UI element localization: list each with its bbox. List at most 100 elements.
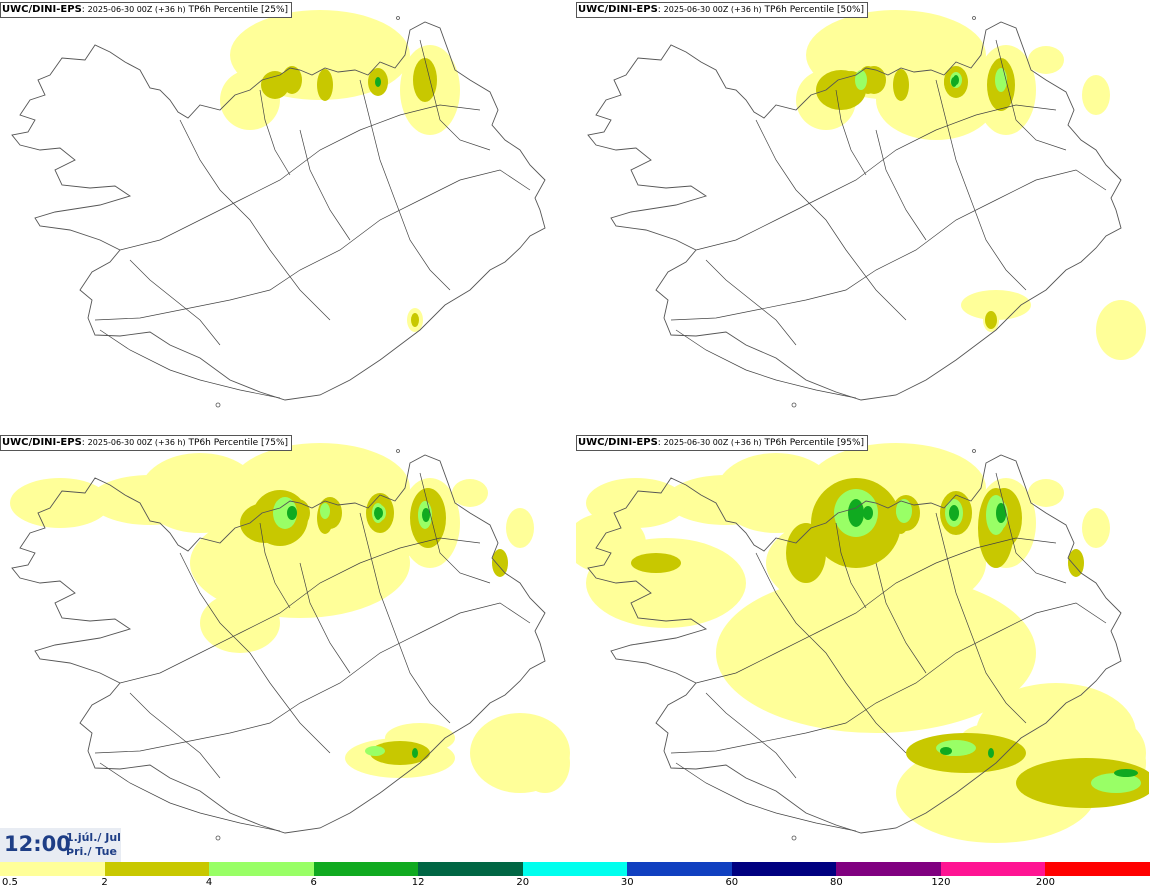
road-line [935, 79, 1027, 291]
legend-label: 12 [411, 877, 425, 888]
precip-area-level-2 [282, 66, 302, 94]
road-line [94, 602, 531, 754]
road-line [359, 512, 451, 724]
precip-area-level-3 [365, 746, 385, 756]
panel-title-p75: UWC/DINI-EPS: 2025-06-30 00Z (+36 h) TP6… [0, 435, 293, 451]
valid-date-line2: Þri./ Tue [66, 845, 117, 858]
road-line [705, 259, 797, 346]
road-line [179, 552, 331, 754]
road-line [129, 692, 221, 779]
map-canvas-p50 [576, 0, 1149, 428]
precip-area-level-4 [988, 748, 994, 758]
panel-title-p50: UWC/DINI-EPS: 2025-06-30 00Z (+36 h) TP6… [576, 2, 869, 18]
road-line [94, 169, 531, 321]
road-line [359, 79, 451, 291]
precip-area-level-4 [412, 748, 418, 758]
run-time: 2025-06-30 00Z (+36 h) [663, 5, 762, 14]
legend-label: 6 [310, 877, 317, 888]
panel-title-p25: UWC/DINI-EPS: 2025-06-30 00Z (+36 h) TP6… [0, 2, 293, 18]
precip-area-level-4 [374, 507, 382, 519]
legend-color-bar [0, 862, 1150, 876]
precip-area-level-1 [1028, 479, 1064, 507]
coastline [11, 21, 546, 401]
coastline [587, 454, 1122, 834]
model-name: UWC/DINI-EPS [578, 4, 658, 15]
coastline [11, 454, 546, 834]
map-canvas-p95 [576, 433, 1149, 861]
map-canvas-p75 [0, 433, 573, 861]
precip-area-level-2 [893, 69, 909, 101]
legend-label: 30 [620, 877, 634, 888]
road-line [119, 104, 481, 251]
map-panel-p25: UWC/DINI-EPS: 2025-06-30 00Z (+36 h) TP6… [0, 0, 573, 428]
road-line [875, 562, 927, 674]
road-line [419, 472, 491, 584]
legend-label: 20 [516, 877, 530, 888]
legend-swatch [418, 862, 523, 876]
precip-area-level-4 [422, 508, 430, 522]
precip-area-level-1 [716, 453, 836, 533]
legend-swatch [940, 862, 1046, 876]
precip-area-level-2 [317, 69, 333, 101]
precip-area-level-4 [953, 75, 959, 85]
legend-label: 4 [205, 877, 213, 888]
island [215, 402, 221, 408]
valid-date-line1: 1.júl./ Jul [66, 831, 121, 844]
product-name: TP6h Percentile [764, 5, 835, 15]
precip-area-level-2 [862, 66, 886, 94]
island [972, 449, 976, 453]
precip-area-level-4 [940, 747, 952, 755]
island [396, 16, 400, 20]
precip-area-level-3 [1091, 773, 1141, 793]
panel-title-p95: UWC/DINI-EPS: 2025-06-30 00Z (+36 h) TP6… [576, 435, 869, 451]
precip-area-level-1 [1082, 508, 1110, 548]
precip-area-level-2 [413, 58, 437, 102]
run-time: 2025-06-30 00Z (+36 h) [663, 438, 762, 447]
map-panel-p75: UWC/DINI-EPS: 2025-06-30 00Z (+36 h) TP6… [0, 433, 573, 861]
map-canvas-p25 [0, 0, 573, 428]
island [791, 835, 797, 841]
precip-area-level-4 [375, 77, 381, 87]
precip-area-level-2 [816, 70, 866, 110]
valid-time: 12:00 [4, 832, 71, 856]
precip-area-level-4 [863, 506, 873, 520]
road-line [119, 537, 481, 684]
precip-area-level-3 [855, 70, 867, 90]
road-line [259, 522, 291, 609]
road-line [299, 562, 351, 674]
legend-label: 60 [725, 877, 739, 888]
precip-area-level-1 [576, 513, 646, 573]
legend-swatch [104, 862, 210, 876]
precip-area-level-1 [10, 478, 110, 528]
island [791, 402, 797, 408]
precip-area-level-1 [1028, 46, 1064, 74]
legend-swatch [209, 862, 314, 876]
road-line [875, 129, 927, 241]
legend-label: 120 [931, 877, 951, 888]
road-line [995, 472, 1067, 584]
legend-swatch [1045, 862, 1150, 876]
road-line [755, 552, 907, 754]
precip-area-level-3 [995, 68, 1007, 92]
legend-label: 2 [101, 877, 108, 888]
roads-layer [670, 472, 1107, 832]
road-line [259, 89, 291, 176]
island [396, 449, 400, 453]
map-panel-p95: UWC/DINI-EPS: 2025-06-30 00Z (+36 h) TP6… [576, 433, 1149, 861]
color-legend: 0.5 2 4 6 12 20 30 60 80 120 200 [0, 862, 1150, 891]
island [215, 835, 221, 841]
legend-swatch [0, 862, 105, 876]
precip-area-level-4 [949, 505, 959, 521]
percentile-label: [50%] [837, 5, 865, 15]
legend-swatch [836, 862, 941, 876]
legend-label: 0.5 [2, 877, 18, 888]
road-line [299, 129, 351, 241]
product-name: TP6h Percentile [764, 438, 835, 448]
road-line [675, 329, 857, 399]
road-line [705, 692, 797, 779]
legend-label: 80 [829, 877, 843, 888]
roads-layer [94, 472, 531, 832]
valid-time-box: 12:00 1.júl./ Jul Þri./ Tue [0, 828, 121, 862]
road-line [995, 39, 1067, 151]
precip-area-level-1 [506, 508, 534, 548]
